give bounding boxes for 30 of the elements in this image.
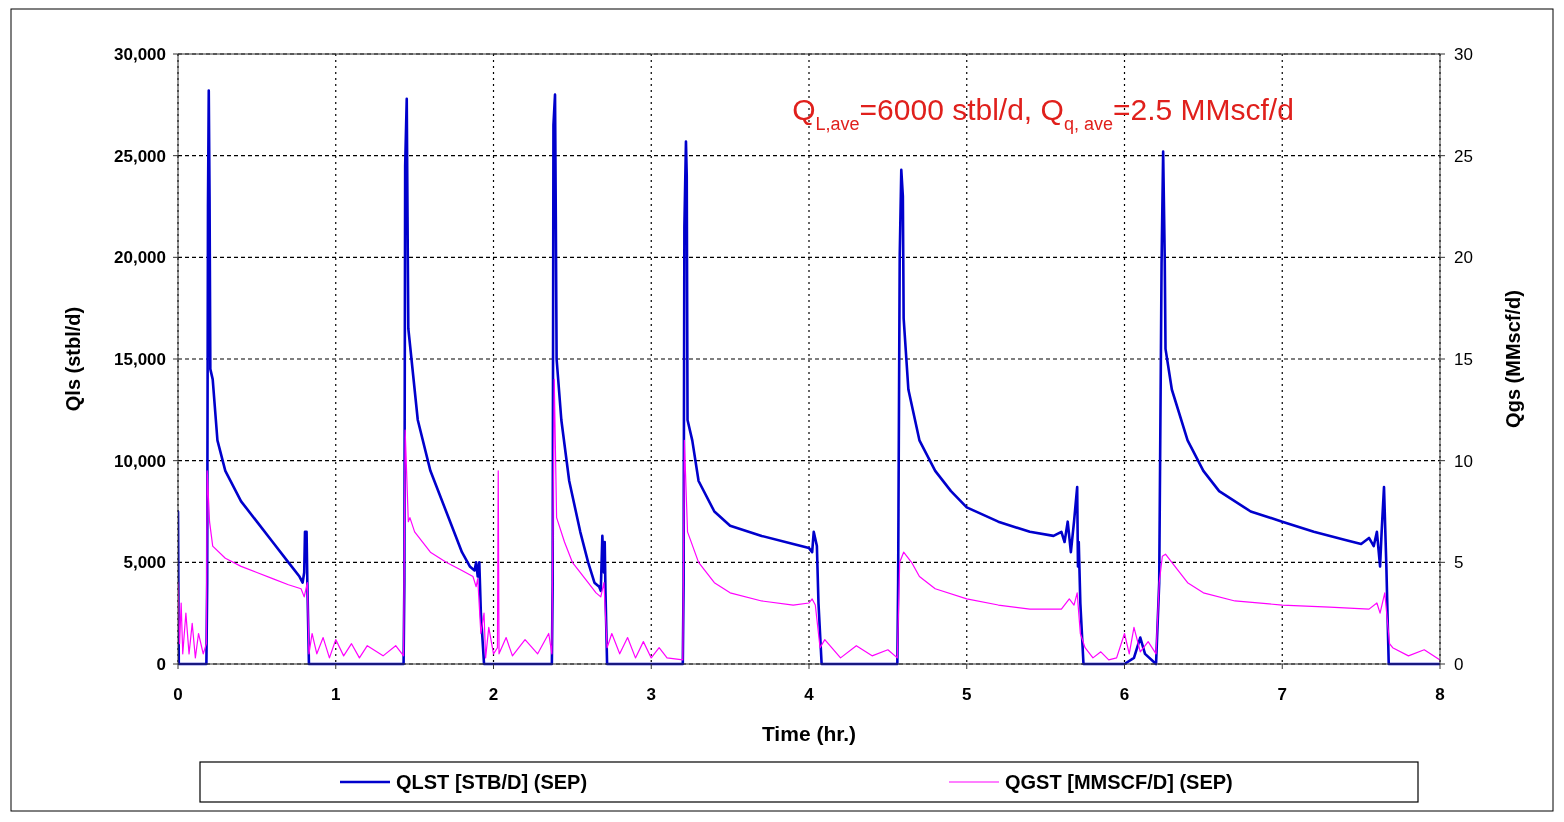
legend-label: QLST [STB/D] (SEP) (396, 771, 588, 793)
y2-tick-label: 0 (1454, 655, 1464, 674)
y2-axis-title: Qgs (MMscf/d) (1502, 290, 1524, 428)
x-tick-label: 3 (646, 685, 656, 704)
x-tick-label: 2 (488, 685, 499, 704)
line-series (178, 378, 1440, 661)
x-tick-label: 1 (331, 685, 341, 704)
y-tick-label: 10,000 (114, 451, 166, 471)
x-tick-label: 0 (173, 685, 183, 704)
x-tick-label: 6 (1119, 685, 1130, 704)
y2-tick-label: 20 (1454, 248, 1473, 268)
y-axis-title: Qls (stbl/d) (62, 306, 84, 412)
y-tick-label: 5,000 (123, 553, 166, 573)
y-tick-label: 25,000 (114, 146, 166, 166)
y2-tick-label: 25 (1454, 146, 1473, 166)
x-tick-label: 5 (962, 685, 972, 704)
y-tick-label: 0 (156, 655, 166, 674)
x-tick-label: 4 (804, 685, 815, 704)
x-tick-label: 8 (1435, 685, 1445, 704)
x-axis-title: Time (hr.) (761, 722, 857, 745)
y2-tick-label: 10 (1454, 451, 1473, 471)
y2-tick-label: 5 (1454, 553, 1464, 573)
y2-tick-label: 30 (1454, 45, 1473, 64)
x-tick-label: 7 (1277, 685, 1287, 704)
annotation: Q$_{L,ave}$=6000 stbl/d, Q$_{q, ave}$=2.5 MMscf/d (792, 93, 1294, 134)
y-tick-label: 30,000 (114, 45, 166, 64)
y-tick-label: 15,000 (114, 350, 166, 369)
y-tick-label: 20,000 (114, 248, 166, 268)
legend-label: QGST [MMSCF/D] (SEP) (1005, 771, 1233, 793)
y2-tick-label: 15 (1454, 350, 1473, 369)
